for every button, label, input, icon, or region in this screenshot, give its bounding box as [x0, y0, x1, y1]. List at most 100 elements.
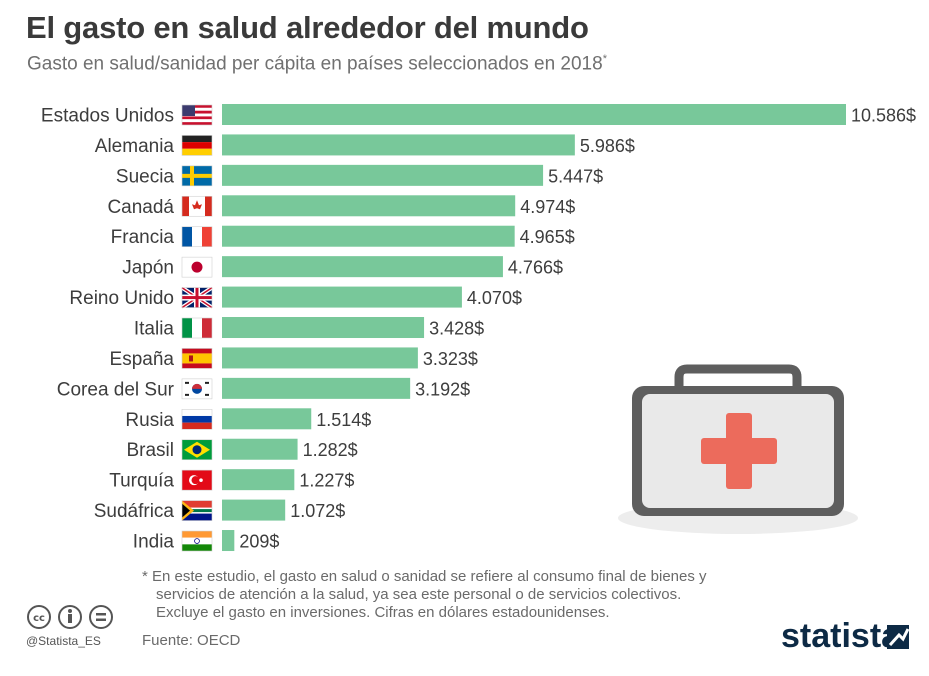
es-flag-part: [182, 348, 212, 354]
ca-flag-part: [182, 196, 189, 217]
bar: [222, 225, 515, 247]
se-flag-border: [181, 165, 213, 187]
kit-handle: [674, 364, 802, 394]
ru-flag-border: [181, 408, 213, 430]
bar: [222, 377, 411, 399]
kr-flag-part: [205, 381, 209, 384]
bar: [222, 286, 462, 308]
gb-flag-border: [181, 287, 213, 308]
cross-horizontal: [701, 438, 777, 464]
us-flag-part: [182, 119, 212, 123]
category-label: Brasil: [126, 440, 174, 461]
it-flag-border: [181, 317, 213, 339]
bar: [222, 408, 312, 430]
value-label: 4.974$: [520, 197, 575, 217]
first-aid-kit-illustration: [618, 364, 858, 534]
chart-title: El gasto en salud alrededor del mundo: [26, 10, 589, 45]
value-label: 3.323$: [423, 349, 478, 369]
tr-flag-star: [199, 478, 203, 482]
es-flag-part: [189, 355, 193, 362]
footnote-line-2: servicios de atención a la salud, ya sea…: [156, 586, 682, 603]
us-flag-part: [182, 107, 212, 111]
us-flag-part: [182, 105, 195, 116]
it-flag: [181, 317, 213, 339]
se-flag-part: [182, 173, 212, 178]
footnote-line-3: Excluye el gasto en inversiones. Cifras …: [156, 604, 610, 621]
tr-flag-moon-cut: [191, 476, 200, 485]
bar: [222, 134, 575, 156]
in-flag-part: [182, 544, 212, 552]
br-flag-globe: [192, 445, 202, 455]
de-flag-part: [182, 142, 212, 149]
bar: [222, 438, 298, 460]
value-label: 5.447$: [548, 166, 603, 186]
kr-flag-part: [205, 393, 209, 396]
category-label: Turquía: [109, 471, 174, 492]
es-flag-part: [182, 353, 212, 364]
value-label: 4.766$: [508, 258, 563, 278]
statista-logo-icon: [887, 625, 910, 649]
statista-wordmark: statista: [781, 617, 901, 655]
attribution-icon: [58, 605, 82, 629]
source-text: Fuente: OECD: [142, 632, 241, 649]
us-flag-part: [182, 122, 212, 125]
category-label: Corea del Sur: [57, 379, 175, 400]
br-flag-border: [181, 439, 213, 461]
subtitle-text: Gasto en salud/sanidad per cápita en paí…: [27, 53, 603, 75]
ru-flag-part: [182, 409, 212, 416]
category-label: Italia: [134, 319, 175, 340]
cc-icon: cc: [27, 605, 51, 629]
value-label: 209$: [239, 532, 279, 552]
svg-text:cc: cc: [33, 613, 45, 624]
bar: [222, 530, 235, 552]
value-label: 4.965$: [520, 227, 575, 247]
ca-flag: [181, 195, 213, 217]
us-flag-part: [182, 110, 212, 114]
fr-flag-part: [182, 226, 192, 247]
us-flag-part: [182, 113, 212, 117]
za-flag-part: [182, 500, 212, 511]
fr-flag-border: [181, 226, 213, 248]
us-flag-part: [182, 116, 212, 120]
tr-flag: [181, 469, 213, 491]
category-label: India: [133, 532, 175, 553]
jp-flag: [181, 256, 213, 278]
es-flag-border: [181, 348, 213, 369]
kr-flag: [181, 378, 213, 400]
ru-flag-part: [182, 415, 212, 423]
ca-flag-border: [181, 195, 213, 217]
it-flag-part: [182, 318, 192, 339]
category-label: Canadá: [107, 197, 174, 218]
kr-flag-part: [185, 381, 189, 384]
kr-flag-part: [185, 393, 189, 396]
footnote: * En este estudio, el gasto en salud o s…: [142, 568, 782, 622]
br-flag: [181, 439, 213, 461]
bar: [222, 469, 295, 491]
us-flag: [181, 104, 213, 126]
za-flag: [181, 500, 213, 521]
jp-flag-border: [181, 256, 213, 278]
in-flag-part: [182, 537, 212, 545]
subtitle-footnote-mark: *: [602, 53, 607, 65]
footnote-line-1: * En este estudio, el gasto en salud o s…: [142, 568, 707, 585]
kr-flag-yang: [192, 383, 202, 389]
category-label: Reino Unido: [69, 288, 174, 309]
it-flag-part: [202, 318, 212, 339]
in-flag-part: [182, 531, 212, 538]
bar: [222, 104, 846, 125]
de-flag: [181, 135, 213, 156]
value-label: 5.986$: [580, 136, 635, 156]
in-flag-wheel: [194, 538, 200, 544]
value-label: 3.192$: [415, 379, 470, 399]
statista-handle: @Statista_ES: [26, 634, 101, 648]
value-label: 10.586$: [851, 106, 916, 126]
za-flag-part: [182, 510, 212, 521]
no-derivatives-icon: [89, 605, 113, 629]
za-flag-tri-black: [182, 503, 190, 518]
value-label: 1.227$: [299, 471, 354, 491]
gb-flag: [180, 285, 214, 310]
kr-flag-border: [181, 378, 213, 400]
se-flag: [181, 165, 213, 187]
category-label: Japón: [122, 258, 174, 279]
